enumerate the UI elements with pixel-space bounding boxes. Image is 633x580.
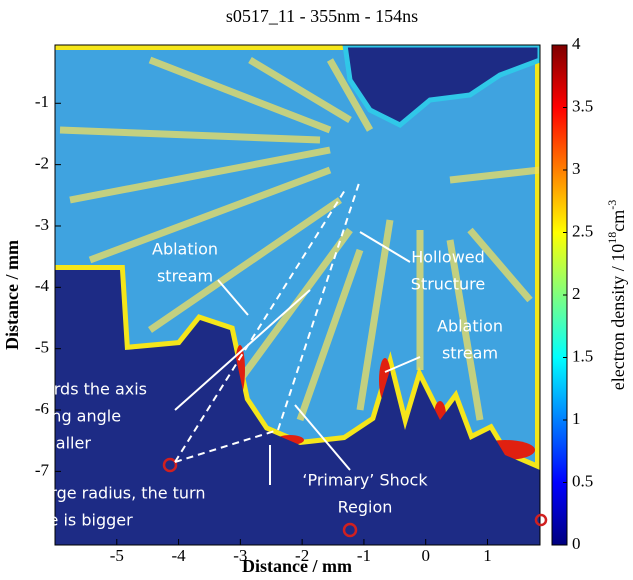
y-tick-label: -2 bbox=[35, 154, 49, 173]
x-tick-label: -3 bbox=[233, 546, 247, 565]
annotation: stream bbox=[442, 344, 498, 363]
colorbar-tick-label: 1 bbox=[572, 409, 581, 428]
colorbar-tick-label: 3 bbox=[572, 159, 581, 178]
annotation: Towards the axis bbox=[13, 380, 147, 399]
annotation: Ablation bbox=[437, 317, 503, 336]
colorbar-label-part: cm bbox=[608, 210, 628, 232]
annotation: turning angle bbox=[14, 407, 121, 426]
annotation: is smaller bbox=[14, 434, 91, 453]
annotation: Structure bbox=[411, 275, 485, 294]
colorbar-tick-label: 0 bbox=[572, 534, 581, 553]
colorbar-tick-label: 3.5 bbox=[572, 96, 593, 115]
annotation: Region bbox=[338, 498, 393, 517]
y-tick-label: -6 bbox=[35, 399, 49, 418]
y-tick-label: -4 bbox=[35, 276, 50, 295]
annotation: angle is bigger bbox=[14, 511, 133, 530]
arrows bbox=[174, 179, 421, 485]
colorbar-tick-label: 2 bbox=[572, 284, 581, 303]
colorbar-tick-label: 2.5 bbox=[572, 221, 593, 240]
markers bbox=[162, 457, 548, 538]
y-tick-label: -5 bbox=[35, 338, 49, 357]
x-tick-label: 0 bbox=[421, 546, 430, 565]
x-tick-label: -5 bbox=[110, 546, 124, 565]
annotation: Hollowed bbox=[411, 248, 485, 267]
plot-frame bbox=[54, 44, 541, 546]
annotation: ‘Primary’ Shock bbox=[302, 471, 428, 490]
x-tick-label: 1 bbox=[483, 546, 492, 565]
chart-title: s0517_11 - 355nm - 154ns bbox=[226, 6, 418, 26]
annotation: stream bbox=[157, 267, 213, 286]
colorbar-tick-label: 4 bbox=[572, 34, 581, 53]
colorbar-label-part: 18 bbox=[605, 232, 619, 244]
colorbar-tick-label: 1.5 bbox=[572, 346, 593, 365]
y-axis-label: Distance / mm bbox=[2, 240, 22, 350]
annotation: At large radius, the turn bbox=[14, 484, 205, 503]
heatmap-field bbox=[55, 45, 540, 545]
colorbar-tick-label: 0.5 bbox=[572, 471, 593, 490]
y-tick-label: -7 bbox=[35, 460, 50, 479]
y-tick-label: -1 bbox=[35, 92, 49, 111]
x-axis-label: Distance / mm bbox=[242, 556, 352, 576]
colorbar-label: electron density / 1018cm-3 bbox=[605, 200, 628, 390]
colorbar-label-part: electron density / 10 bbox=[608, 244, 628, 390]
y-tick-label: -3 bbox=[35, 215, 49, 234]
annotation: Ablation bbox=[152, 240, 218, 259]
x-tick-label: -2 bbox=[295, 546, 309, 565]
colorbar-label-part: -3 bbox=[605, 200, 619, 210]
x-tick-label: -1 bbox=[357, 546, 371, 565]
x-tick-label: -4 bbox=[171, 546, 186, 565]
